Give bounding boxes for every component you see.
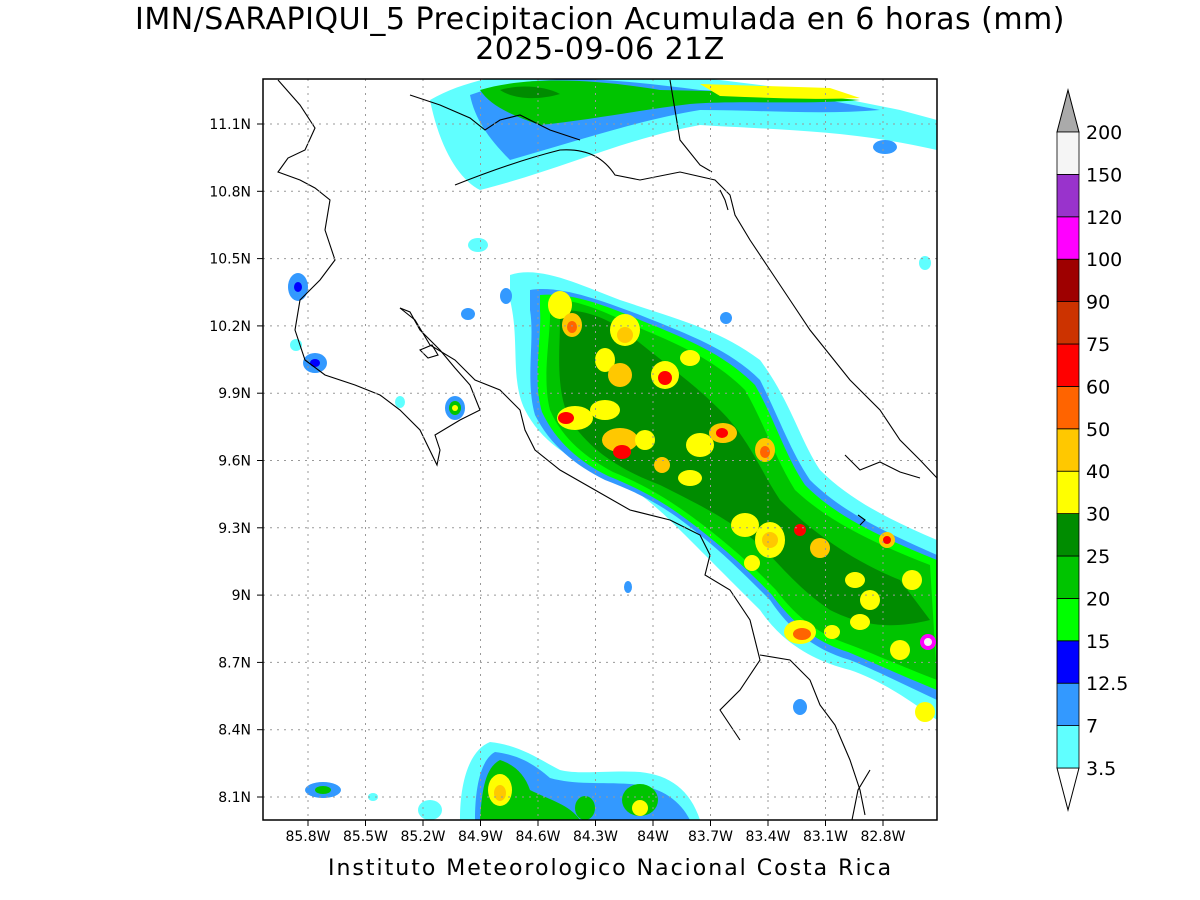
colorbar-swatch <box>1056 682 1080 727</box>
lon-tick-label: 85.8W <box>285 829 330 845</box>
colorbar-swatch <box>1056 513 1080 557</box>
lon-tick-label: 83.4W <box>745 829 790 845</box>
latitude-tick-labels: 8.1N 8.4N 8.7N 9N 9.3N 9.6N 9.9N 10.2N 10.5N 10.8… <box>209 117 263 806</box>
lon-tick-label: 85.5W <box>343 829 388 845</box>
lat-tick-label: 10.8N <box>209 184 251 200</box>
colorbar-level-label: 60 <box>1086 376 1110 398</box>
colorbar-swatch <box>1056 216 1080 260</box>
colorbar-swatch <box>1056 173 1080 218</box>
coastlines <box>277 79 937 820</box>
colorbar-level-label: 30 <box>1086 504 1110 526</box>
lat-tick-label: 11.1N <box>209 117 251 133</box>
colorbar-level-label: 200 <box>1086 122 1122 144</box>
colorbar-level-label: 15 <box>1086 631 1110 653</box>
colorbar-swatch <box>1056 428 1080 472</box>
colorbar: 3.5 7 12.5 15 20 25 30 40 50 60 75 90 100 120 150 200 <box>1056 88 1128 812</box>
colorbar-swatch <box>1056 725 1080 769</box>
lat-tick-label: 10.5N <box>209 252 251 268</box>
map-subtitle-date: 2025-09-06 21Z <box>475 32 725 67</box>
triangle-up-icon <box>1056 88 1080 133</box>
map-title: IMN/SARAPIQUI_5 Precipitacion Acumulada … <box>135 2 1065 37</box>
lat-tick-label: 9N <box>232 588 251 604</box>
colorbar-level-label: 50 <box>1086 419 1110 441</box>
precipitation-field <box>288 79 937 820</box>
longitude-tick-labels: 85.8W 85.5W 85.2W 84.9W 84.6W 84.3W 84W 83.7W 83… <box>285 820 906 845</box>
lon-tick-label: 84.6W <box>515 829 560 845</box>
colorbar-swatch <box>1056 131 1080 175</box>
colorbar-swatch <box>1056 301 1080 345</box>
colorbar-level-label: 90 <box>1086 292 1110 314</box>
lon-tick-label: 83.7W <box>688 829 733 845</box>
lat-tick-label: 9.6N <box>218 454 251 470</box>
colorbar-swatch <box>1056 258 1080 303</box>
lon-tick-label: 84.3W <box>573 829 618 845</box>
colorbar-level-label: 120 <box>1086 207 1122 229</box>
lon-tick-label: 82.8W <box>860 829 905 845</box>
colorbar-level-label: 7 <box>1086 716 1098 738</box>
colorbar-level-label: 150 <box>1086 164 1122 186</box>
colorbar-level-label: 40 <box>1086 461 1110 483</box>
lat-tick-label: 9.9N <box>218 386 251 402</box>
lon-tick-label: 85.2W <box>400 829 445 845</box>
map-frame <box>262 78 938 821</box>
colorbar-level-label: 100 <box>1086 249 1122 271</box>
lat-tick-label: 8.4N <box>218 723 251 739</box>
lat-tick-label: 10.2N <box>209 319 251 335</box>
triangle-down-icon <box>1056 767 1080 812</box>
colorbar-level-label: 75 <box>1086 334 1110 356</box>
map-grid <box>263 79 937 820</box>
colorbar-level-label: 12.5 <box>1086 673 1128 695</box>
colorbar-swatch <box>1056 385 1080 430</box>
lat-tick-label: 9.3N <box>218 521 251 537</box>
lon-tick-label: 84.9W <box>458 829 503 845</box>
colorbar-level-label: 3.5 <box>1086 758 1116 780</box>
colorbar-swatch <box>1056 640 1080 684</box>
footer-credit: Instituto Meteorologico Nacional Costa R… <box>328 856 894 881</box>
lat-tick-label: 8.7N <box>218 655 251 671</box>
lon-tick-label: 84W <box>637 829 669 845</box>
colorbar-level-label: 20 <box>1086 588 1110 610</box>
colorbar-swatch <box>1056 343 1080 387</box>
colorbar-level-label: 25 <box>1086 546 1110 568</box>
lon-tick-label: 83.1W <box>803 829 848 845</box>
lat-tick-label: 8.1N <box>218 790 251 806</box>
colorbar-swatch <box>1056 598 1080 642</box>
colorbar-swatch <box>1056 470 1080 515</box>
colorbar-swatch <box>1056 555 1080 599</box>
